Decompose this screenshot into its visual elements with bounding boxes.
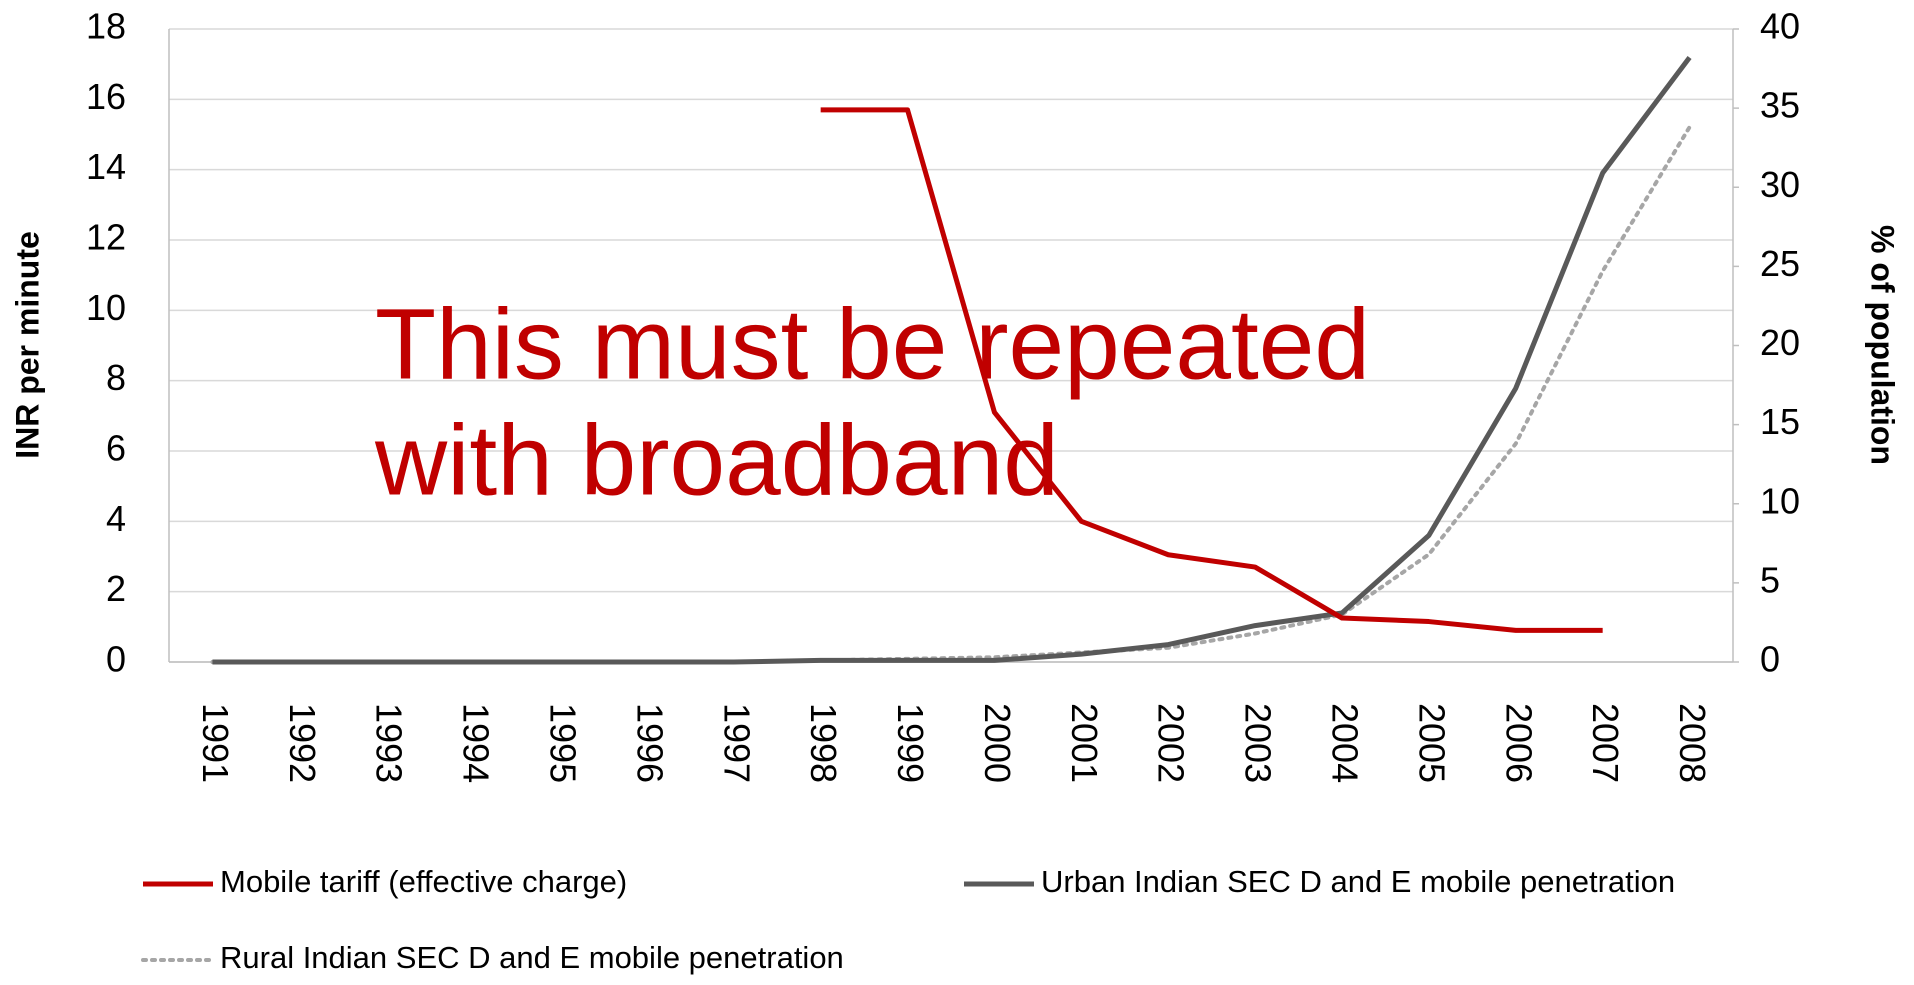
x-tick-label: 1991 (195, 703, 236, 783)
y-tick-label: 10 (86, 287, 126, 328)
x-tick-label: 2006 (1498, 703, 1539, 783)
y2-tick-label: 20 (1760, 322, 1800, 363)
y-tick-label: 6 (106, 428, 126, 469)
y2-tick-label: 40 (1760, 6, 1800, 47)
y2-tick-label: 25 (1760, 243, 1800, 284)
y-tick-label: 2 (106, 568, 126, 609)
legend-label: Urban Indian SEC D and E mobile penetrat… (1041, 864, 1675, 899)
x-tick-label: 1998 (803, 703, 844, 783)
x-tick-label: 2005 (1411, 703, 1452, 783)
x-tick-label: 2007 (1585, 703, 1626, 783)
y-tick-label: 12 (86, 217, 126, 258)
legend-label: Rural Indian SEC D and E mobile penetrat… (220, 940, 844, 975)
annotation: This must be repeated (375, 288, 1370, 400)
y2-tick-label: 15 (1760, 401, 1800, 442)
series-line (820, 107, 1603, 633)
x-tick-label: 1993 (369, 703, 410, 783)
x-tick-label: 1996 (629, 703, 670, 783)
x-tick-label: 2008 (1672, 703, 1713, 783)
x-tick-label: 1994 (456, 703, 497, 783)
x-tick-label: 2001 (1064, 703, 1105, 783)
legend-label: Mobile tariff (effective charge) (220, 864, 627, 899)
y2-tick-label: 0 (1760, 639, 1780, 680)
x-tick-label: 2003 (1238, 703, 1279, 783)
x-tick-label: 2002 (1151, 703, 1192, 783)
y2-axis-title: % of population (1865, 225, 1901, 465)
y-tick-label: 18 (86, 6, 126, 47)
x-tick-label: 1995 (542, 703, 583, 783)
y-tick-label: 0 (106, 639, 126, 680)
y-tick-label: 8 (106, 357, 126, 398)
x-tick-label: 1992 (282, 703, 323, 783)
y2-tick-label: 10 (1760, 480, 1800, 521)
x-tick-label: 1997 (716, 703, 757, 783)
y2-tick-label: 5 (1760, 559, 1780, 600)
x-tick-label: 2000 (977, 703, 1018, 783)
y2-tick-label: 35 (1760, 85, 1800, 126)
series-line (212, 55, 1692, 665)
y2-tick-label: 30 (1760, 164, 1800, 205)
y-tick-label: 14 (86, 146, 126, 187)
annotation: with broadband (374, 404, 1059, 516)
y-tick-label: 16 (86, 76, 126, 117)
x-tick-label: 2004 (1324, 703, 1365, 783)
y-tick-label: 4 (106, 498, 126, 539)
x-tick-label: 1999 (890, 703, 931, 783)
y-axis-title: INR per minute (9, 231, 45, 459)
